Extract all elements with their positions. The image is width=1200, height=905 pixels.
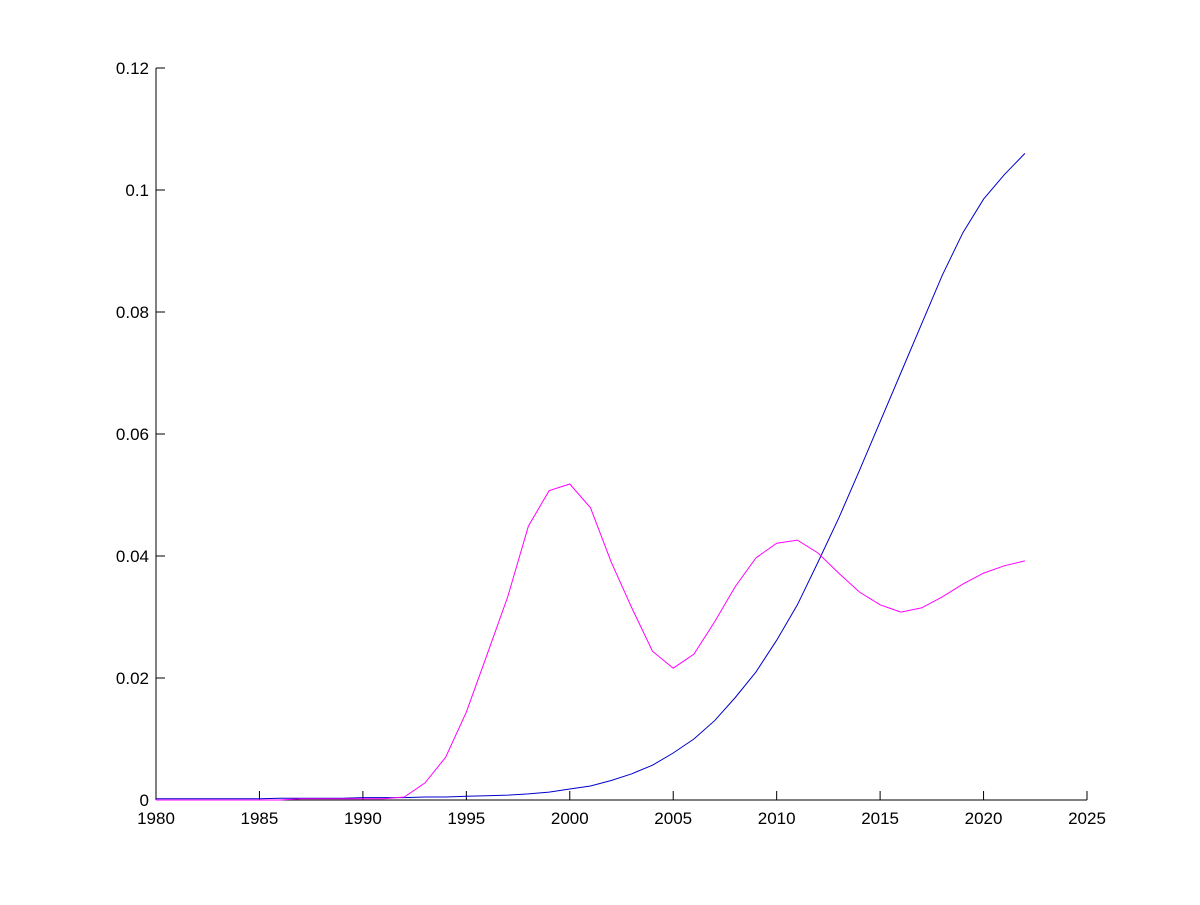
- x-tick-label: 1980: [137, 809, 175, 828]
- y-tick-label: 0.04: [116, 547, 149, 566]
- series-magenta-line: [156, 483, 1026, 801]
- y-tick-label: 0.02: [116, 669, 149, 688]
- series-lines: [156, 153, 1026, 801]
- series-blue-line: [156, 153, 1026, 800]
- y-tick-label: 0.06: [116, 425, 149, 444]
- x-tick-label: 2025: [1068, 809, 1106, 828]
- axes: 1980 1985 1990 1995 2000 2005 2010 2015 2020 2025…: [116, 59, 1106, 828]
- x-tick-label: 2015: [861, 809, 899, 828]
- x-tick-label: 2020: [965, 809, 1003, 828]
- y-tick-label: 0: [140, 791, 149, 810]
- x-tick-label: 2000: [551, 809, 589, 828]
- y-tick-label: 0.08: [116, 303, 149, 322]
- x-tick-label: 2010: [758, 809, 796, 828]
- x-tick-label: 2005: [654, 809, 692, 828]
- x-tick-label: 1985: [241, 809, 279, 828]
- y-tick-label: 0.1: [125, 181, 149, 200]
- y-tick-label: 0.12: [116, 59, 149, 78]
- x-tick-label: 1990: [344, 809, 382, 828]
- x-tick-label: 1995: [447, 809, 485, 828]
